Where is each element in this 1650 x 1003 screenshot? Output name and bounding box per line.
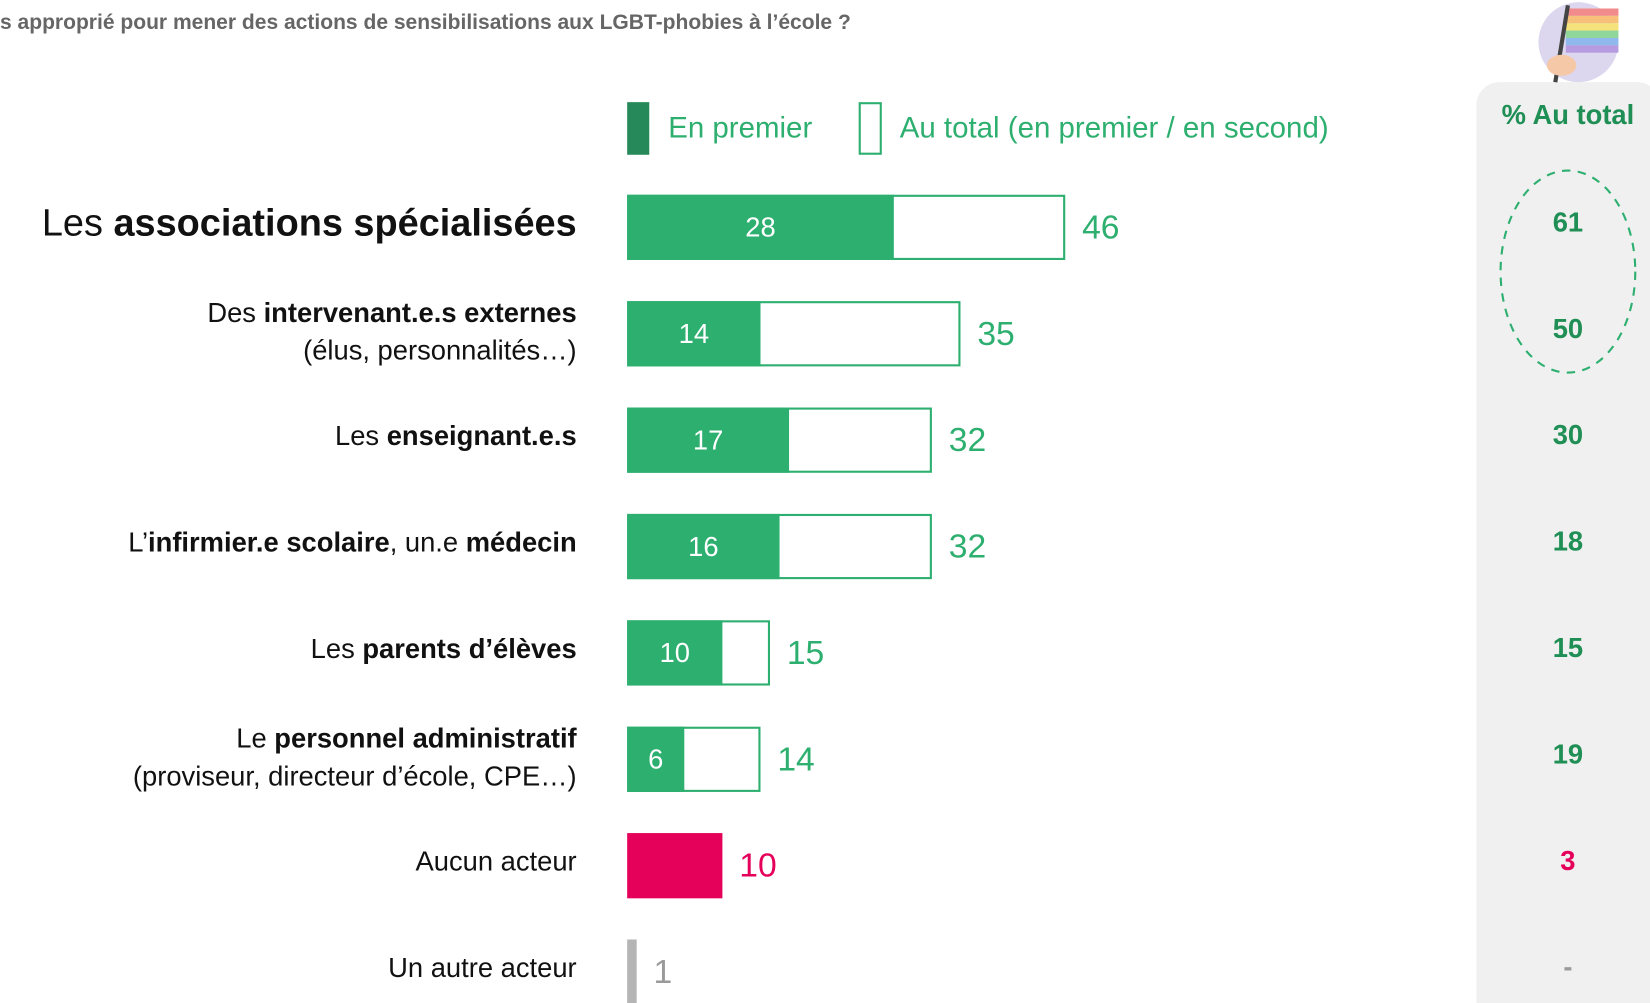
total-label: 15 xyxy=(787,635,824,672)
category-label: Les parents d’élèves xyxy=(311,633,577,664)
category-label-part: L’ xyxy=(128,527,148,558)
total-label: 32 xyxy=(949,422,986,459)
total-label: 35 xyxy=(977,316,1014,353)
bar-label: 17 xyxy=(693,424,723,455)
comparison-value: 30 xyxy=(1553,419,1583,450)
comparison-value: 61 xyxy=(1553,206,1583,237)
category-label-part: intervenant.e.s externes xyxy=(264,297,577,328)
category-label: (élus, personnalités…) xyxy=(303,335,577,366)
category-label-part: Les xyxy=(335,420,387,451)
chart-title: s approprié pour mener des actions de se… xyxy=(0,11,851,34)
total-label: 14 xyxy=(777,741,814,778)
category-label: (proviseur, directeur d’école, CPE…) xyxy=(133,760,577,791)
total-label: 46 xyxy=(1082,209,1119,246)
comparison-value: 15 xyxy=(1553,632,1583,663)
bar-first xyxy=(627,620,723,686)
category-label-part: Des xyxy=(207,297,263,328)
category-label: Le personnel administratif xyxy=(236,723,577,754)
legend-swatch xyxy=(858,102,882,155)
highlight-ellipse xyxy=(1499,169,1637,374)
bar-label: 16 xyxy=(688,531,718,562)
comparison-title: % Au total xyxy=(1502,99,1635,130)
comparison-value: 18 xyxy=(1553,526,1583,557)
category-label-part: médecin xyxy=(466,527,577,558)
bar-total xyxy=(627,833,723,899)
category-label-part: , un.e xyxy=(390,527,466,558)
category-label: Aucun acteur xyxy=(416,846,577,877)
comparison-value: - xyxy=(1563,951,1572,982)
bar-first xyxy=(627,194,894,260)
bar-first xyxy=(627,301,761,367)
comparison-panel xyxy=(1476,82,1650,1003)
legend-label: Au total (en premier / en second) xyxy=(900,111,1329,144)
total-label: 10 xyxy=(739,848,776,885)
category-label: Des intervenant.e.s externes xyxy=(207,297,576,328)
category-label-part: Les xyxy=(42,202,114,244)
bar-label: 14 xyxy=(679,318,709,349)
comparison-value: 50 xyxy=(1553,313,1583,344)
category-label-part: associations spécialisées xyxy=(113,202,576,244)
category-label-part: Le xyxy=(236,723,274,754)
bar-first xyxy=(627,513,780,580)
bar-label: 6 xyxy=(648,744,663,775)
category-label: Un autre acteur xyxy=(388,952,576,983)
category-label-part: infirmier.e scolaire xyxy=(148,527,390,558)
category-label-part: Aucun acteur xyxy=(416,846,577,877)
bar-first xyxy=(627,726,685,792)
category-label: Les enseignant.e.s xyxy=(335,420,577,451)
category-label: L’infirmier.e scolaire, un.e médecin xyxy=(128,527,576,558)
bar-first xyxy=(627,407,790,473)
total-label: 32 xyxy=(949,529,986,566)
category-label-part: Les xyxy=(311,633,363,664)
bar-label: 10 xyxy=(660,637,690,668)
total-label: 1 xyxy=(654,954,673,991)
category-label-part: (élus, personnalités…) xyxy=(303,335,577,366)
comparison-value: 3 xyxy=(1560,845,1575,876)
category-label-part: personnel administratif xyxy=(274,723,577,754)
bar-label: 28 xyxy=(745,212,775,243)
category-label-part: enseignant.e.s xyxy=(387,420,577,451)
bar-total xyxy=(627,939,637,1003)
category-label-part: (proviseur, directeur d’école, CPE…) xyxy=(133,760,577,791)
comparison-value: 19 xyxy=(1553,738,1583,769)
category-label-part: Un autre acteur xyxy=(388,952,576,983)
legend-label: En premier xyxy=(668,111,812,144)
legend-swatch xyxy=(627,102,650,155)
category-label: Les associations spécialisées xyxy=(42,202,577,244)
category-label-part: parents d’élèves xyxy=(362,633,576,664)
flag-icon xyxy=(1538,2,1619,83)
